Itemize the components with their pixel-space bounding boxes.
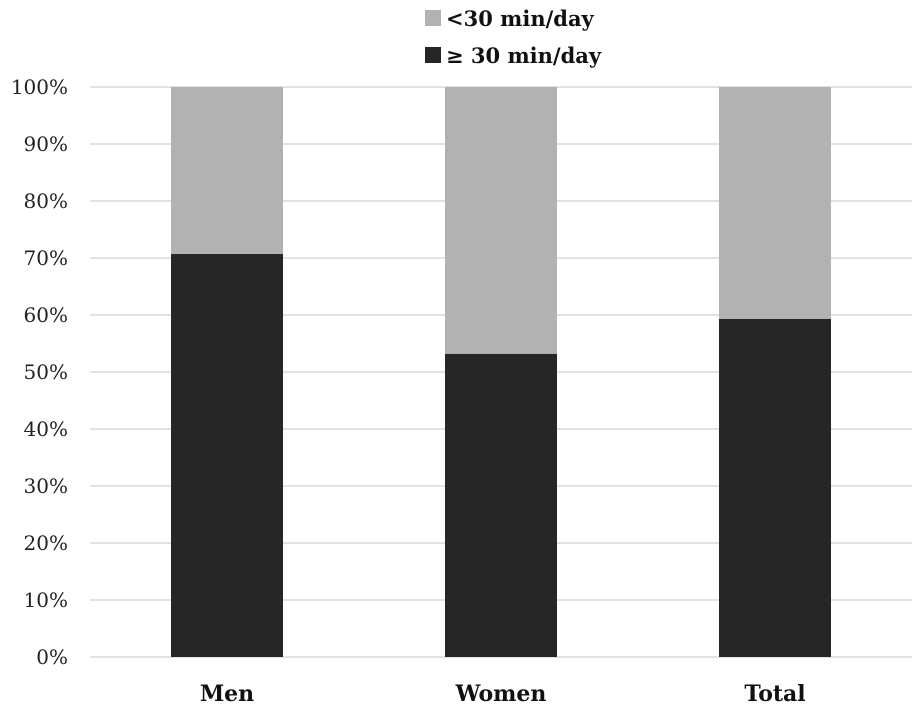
legend: <30 min/day ≥ 30 min/day — [425, 6, 602, 68]
legend-swatch — [425, 10, 441, 26]
x-category-label: Men — [200, 681, 254, 707]
y-tick-label: 50% — [24, 360, 68, 384]
x-axis: Men Women Total — [200, 681, 806, 707]
y-tick-label: 100% — [11, 75, 68, 99]
y-tick-label: 10% — [24, 588, 68, 612]
legend-label: <30 min/day — [446, 6, 595, 31]
legend-swatch — [425, 47, 441, 63]
x-category-label: Women — [455, 681, 547, 707]
legend-label: ≥ 30 min/day — [446, 43, 602, 68]
bar-total-series-0 — [719, 318, 831, 657]
y-tick-label: 20% — [24, 531, 68, 555]
y-tick-label: 0% — [36, 645, 68, 669]
y-axis: 0% 10% 20% 30% 40% 50% 60% 70% 80% 90% 100% — [11, 75, 68, 669]
y-tick-label: 80% — [24, 189, 68, 213]
y-tick-label: 40% — [24, 417, 68, 441]
x-category-label: Total — [744, 681, 805, 707]
y-tick-label: 60% — [24, 303, 68, 327]
bar-men-series-1 — [171, 87, 283, 255]
bars — [171, 87, 831, 657]
y-tick-label: 90% — [24, 132, 68, 156]
bar-women-series-1 — [445, 87, 557, 354]
y-tick-label: 30% — [24, 474, 68, 498]
bar-women-series-0 — [445, 353, 557, 657]
y-tick-label: 70% — [24, 246, 68, 270]
bar-men-series-0 — [171, 254, 283, 657]
bar-total-series-1 — [719, 87, 831, 319]
